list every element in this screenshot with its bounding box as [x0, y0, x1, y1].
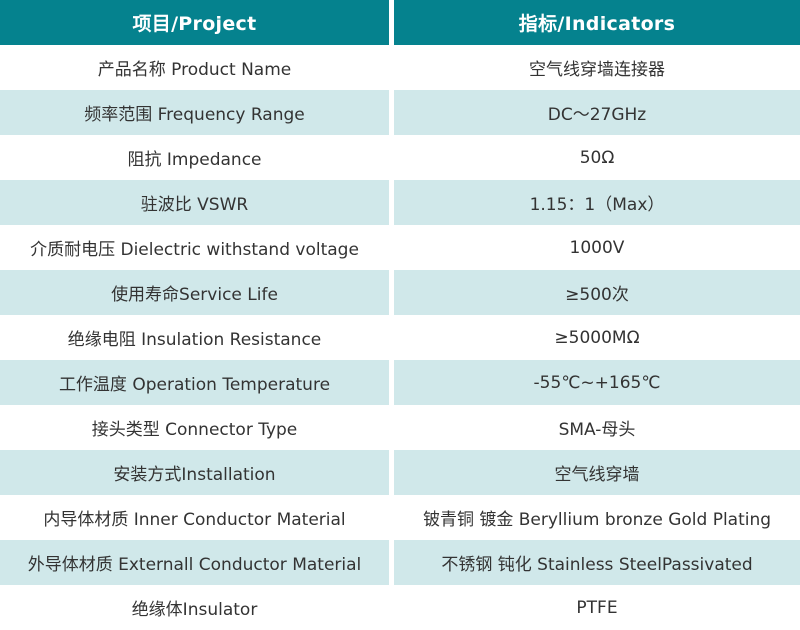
column-divider	[389, 495, 394, 540]
table-row: 接头类型 Connector Type SMA-母头	[0, 405, 800, 450]
header-cell-project: 项目/Project	[132, 13, 257, 35]
indicator-cell: 50Ω	[579, 147, 615, 168]
project-cell: 阻抗 Impedance	[127, 150, 262, 170]
table-row: 内导体材质 Inner Conductor Material 铍青铜 镀金 Ber…	[0, 495, 800, 540]
indicator-cell: ≥5000MΩ	[554, 327, 640, 348]
table-row: 安装方式Installation 空气线穿墙	[0, 450, 800, 495]
indicator-cell: 不锈钢 钝化 Stainless SteelPassivated	[441, 555, 753, 575]
project-cell: 安装方式Installation	[113, 465, 276, 485]
project-cell: 介质耐电压 Dielectric withstand voltage	[30, 240, 359, 260]
column-divider	[389, 45, 394, 90]
table-header-row: 项目/Project 指标/Indicators	[0, 0, 800, 45]
indicator-cell: 1000V	[569, 237, 625, 258]
column-divider	[389, 450, 394, 495]
column-divider	[389, 135, 394, 180]
table-row: 绝缘电阻 Insulation Resistance ≥5000MΩ	[0, 315, 800, 360]
column-divider	[389, 225, 394, 270]
project-cell: 绝缘电阻 Insulation Resistance	[67, 330, 322, 350]
indicator-cell: ≥500次	[565, 285, 629, 305]
indicator-cell: -55℃~+165℃	[533, 372, 661, 393]
table-row: 工作温度 Operation Temperature -55℃~+165℃	[0, 360, 800, 405]
indicator-cell: 铍青铜 镀金 Beryllium bronze Gold Plating	[422, 510, 772, 530]
column-divider	[389, 90, 394, 135]
table-body: 产品名称 Product Name 空气线穿墙连接器频率范围 Frequency …	[0, 45, 800, 630]
project-cell: 绝缘体Insulator	[131, 600, 258, 620]
header-cell-indicators: 指标/Indicators	[518, 13, 676, 35]
project-cell: 外导体材质 Externall Conductor Material	[27, 555, 362, 575]
column-divider	[389, 0, 394, 45]
table-row: 介质耐电压 Dielectric withstand voltage 1000V	[0, 225, 800, 270]
project-cell: 频率范围 Frequency Range	[84, 105, 305, 125]
indicator-cell: PTFE	[576, 597, 618, 618]
column-divider	[389, 585, 394, 630]
indicator-cell: 空气线穿墙连接器	[529, 60, 665, 80]
indicator-cell: 1.15：1（Max）	[529, 195, 665, 215]
column-divider	[389, 315, 394, 360]
column-divider	[389, 405, 394, 450]
column-divider	[389, 270, 394, 315]
project-cell: 驻波比 VSWR	[140, 195, 249, 215]
project-cell: 内导体材质 Inner Conductor Material	[43, 510, 346, 530]
project-cell: 工作温度 Operation Temperature	[58, 375, 331, 395]
table-row: 频率范围 Frequency Range DC～27GHz	[0, 90, 800, 135]
indicator-cell: SMA-母头	[558, 420, 636, 440]
table-row: 绝缘体Insulator PTFE	[0, 585, 800, 630]
column-divider	[389, 540, 394, 585]
table-row: 使用寿命Service Life ≥500次	[0, 270, 800, 315]
project-cell: 接头类型 Connector Type	[91, 420, 298, 440]
project-cell: 产品名称 Product Name	[97, 60, 292, 80]
table-row: 驻波比 VSWR 1.15：1（Max）	[0, 180, 800, 225]
indicator-cell: DC～27GHz	[547, 105, 647, 125]
project-cell: 使用寿命Service Life	[111, 285, 278, 305]
table-row: 阻抗 Impedance 50Ω	[0, 135, 800, 180]
table-row: 产品名称 Product Name 空气线穿墙连接器	[0, 45, 800, 90]
indicator-cell: 空气线穿墙	[554, 465, 640, 485]
table-row: 外导体材质 Externall Conductor Material 不锈钢 钝化…	[0, 540, 800, 585]
column-divider	[389, 360, 394, 405]
column-divider	[389, 180, 394, 225]
